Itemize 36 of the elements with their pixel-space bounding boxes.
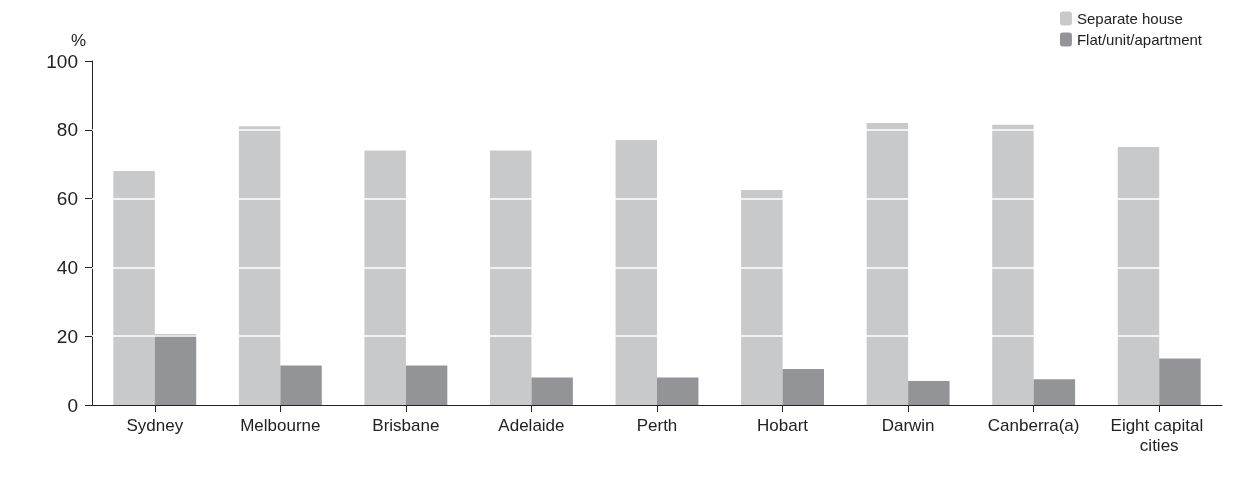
- y-tick-label: 80: [56, 119, 78, 141]
- bar: [782, 368, 824, 405]
- bar: [1117, 147, 1160, 405]
- bar: [992, 124, 1034, 405]
- y-tick-label: 40: [56, 256, 78, 278]
- x-tick-label: Darwin: [881, 415, 935, 435]
- bar: [490, 150, 532, 405]
- bar: [1033, 379, 1076, 405]
- y-tick-label: 0: [67, 394, 78, 416]
- bar: [741, 190, 783, 405]
- x-tick-label: Canberra(a): [987, 415, 1080, 435]
- x-tick-label: Sydney: [126, 415, 184, 435]
- y-tick-label: 60: [56, 188, 78, 210]
- bar: [615, 140, 657, 405]
- bar: [154, 334, 197, 405]
- bar: [405, 365, 448, 405]
- bar: [657, 377, 699, 405]
- bar: [908, 380, 950, 405]
- legend-label: Separate house: [1076, 10, 1183, 27]
- bar: [238, 126, 281, 405]
- y-axis-title: %: [70, 31, 86, 50]
- y-tick-label: 20: [56, 325, 78, 347]
- bar: [364, 150, 406, 405]
- bar: [531, 377, 573, 405]
- x-tick-label: Hobart: [757, 415, 809, 435]
- bar: [866, 122, 909, 405]
- x-tick-label: Perth: [636, 415, 678, 435]
- x-tick-label: Eight capital cities: [1110, 415, 1208, 455]
- bar: [1159, 358, 1201, 405]
- x-tick-label: Melbourne: [240, 415, 321, 435]
- legend-label: Flat/unit/apartment: [1076, 31, 1203, 48]
- bar: [280, 365, 322, 405]
- x-tick-label: Adelaide: [498, 415, 565, 435]
- y-tick-label: 100: [46, 50, 78, 72]
- bar: [113, 171, 155, 405]
- x-tick-label: Brisbane: [372, 415, 440, 435]
